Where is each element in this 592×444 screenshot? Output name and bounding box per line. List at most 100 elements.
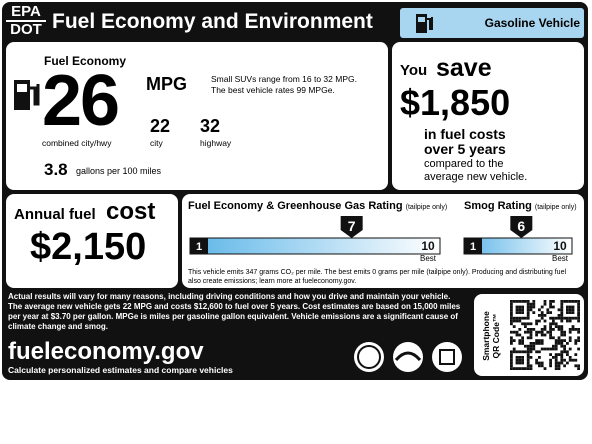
qr-module [543, 319, 547, 323]
qr-module [571, 358, 575, 362]
seals [354, 342, 462, 372]
rating-value: 7 [348, 218, 356, 234]
qr-module [557, 339, 561, 342]
rating-marker [340, 216, 363, 238]
qr-caption: Smartphone QR Code™ [481, 297, 501, 375]
qr-module [560, 314, 564, 317]
qr-module [526, 361, 530, 365]
qr-module [560, 300, 564, 303]
qr-module [566, 361, 569, 365]
qr-module [510, 300, 513, 303]
annual-label: Annual fuel [14, 206, 96, 223]
qr-module [526, 358, 530, 362]
qr-module [546, 330, 550, 334]
qr-module [515, 358, 519, 362]
pump-icon [14, 80, 40, 110]
qr-module [571, 325, 575, 328]
rating-value: 6 [517, 218, 525, 234]
qr-module [538, 314, 541, 317]
min-box [464, 238, 482, 254]
qr-module [526, 347, 530, 351]
qr-line: QR Code™ [491, 313, 501, 359]
qr-module [549, 316, 552, 320]
qr-module [515, 311, 519, 314]
qr-module [554, 339, 558, 342]
qr-module [543, 300, 547, 303]
qr-module [574, 316, 578, 320]
qr-module [515, 333, 519, 337]
fuel-label: EPA DOT Fuel Economy and Environment Gas… [2, 2, 588, 380]
qr-module [546, 308, 550, 312]
qr-code [510, 300, 580, 370]
savings-panel: You save $1,850 in fuel costs over 5 yea… [392, 42, 584, 190]
ghg-qualifier: (tailpipe only) [405, 204, 448, 211]
qr-module [577, 330, 580, 334]
qr-module [535, 358, 538, 362]
qr-module [510, 322, 513, 326]
qr-module [540, 328, 544, 331]
qr-module [566, 316, 569, 320]
qr-module [577, 336, 580, 340]
qr-module [543, 302, 547, 306]
qr-module [510, 364, 513, 368]
qr-module [529, 305, 533, 309]
qr-module [577, 319, 580, 323]
qr-module [529, 356, 533, 359]
qr-module [535, 361, 538, 365]
qr-module [521, 342, 524, 345]
qr-module [526, 336, 530, 340]
qr-module [568, 305, 572, 309]
qr-module [568, 336, 572, 340]
savings-line: in fuel costs [424, 126, 506, 142]
qr-module [552, 322, 555, 326]
qr-module [518, 316, 522, 320]
qr-module [529, 328, 533, 331]
qr-module [524, 300, 527, 303]
qr-module [521, 356, 524, 359]
qr-module [554, 361, 558, 365]
qr-module [577, 314, 580, 317]
qr-module [549, 358, 552, 362]
qr-module [554, 342, 558, 345]
qr-module [535, 350, 538, 354]
ratings-panel: Fuel Economy & Greenhouse Gas Rating (ta… [182, 194, 584, 288]
range-note: Small SUVs range from 16 to 32 MPG. The b… [211, 74, 357, 96]
qr-module [512, 367, 516, 370]
scale-bar [189, 237, 441, 255]
qr-panel: Smartphone QR Code™ [474, 294, 584, 376]
qr-module [549, 347, 552, 351]
qr-module [510, 319, 513, 323]
qr-module [557, 353, 561, 356]
qr-module [540, 311, 544, 314]
qr-module [560, 319, 564, 323]
qr-module [510, 305, 513, 309]
qr-module [532, 305, 536, 309]
vehicle-type-box: Gasoline Vehicle [400, 8, 584, 38]
scale-max: 10 [553, 239, 567, 253]
qr-module [549, 353, 552, 356]
qr-module [526, 308, 530, 312]
save: save [436, 54, 492, 82]
qr-module [560, 316, 564, 320]
qr-module [549, 305, 552, 309]
qr-module [571, 316, 575, 320]
qr-module [518, 361, 522, 365]
qr-module [574, 353, 578, 356]
qr-module [577, 308, 580, 312]
combined-label: combined city/hwy [42, 138, 112, 148]
qr-module [577, 302, 580, 306]
qr-module [515, 319, 519, 323]
qr-module [552, 356, 555, 359]
qr-module [510, 330, 513, 334]
qr-module [526, 364, 530, 368]
qr-module [563, 347, 566, 351]
qr-module [532, 342, 536, 345]
qr-module [560, 308, 564, 312]
qr-module [577, 311, 580, 314]
smog-title-text: Smog Rating [464, 200, 532, 212]
qr-module [563, 333, 566, 337]
qr-module [577, 328, 580, 331]
qr-module [540, 333, 544, 337]
qr-module [552, 328, 555, 331]
